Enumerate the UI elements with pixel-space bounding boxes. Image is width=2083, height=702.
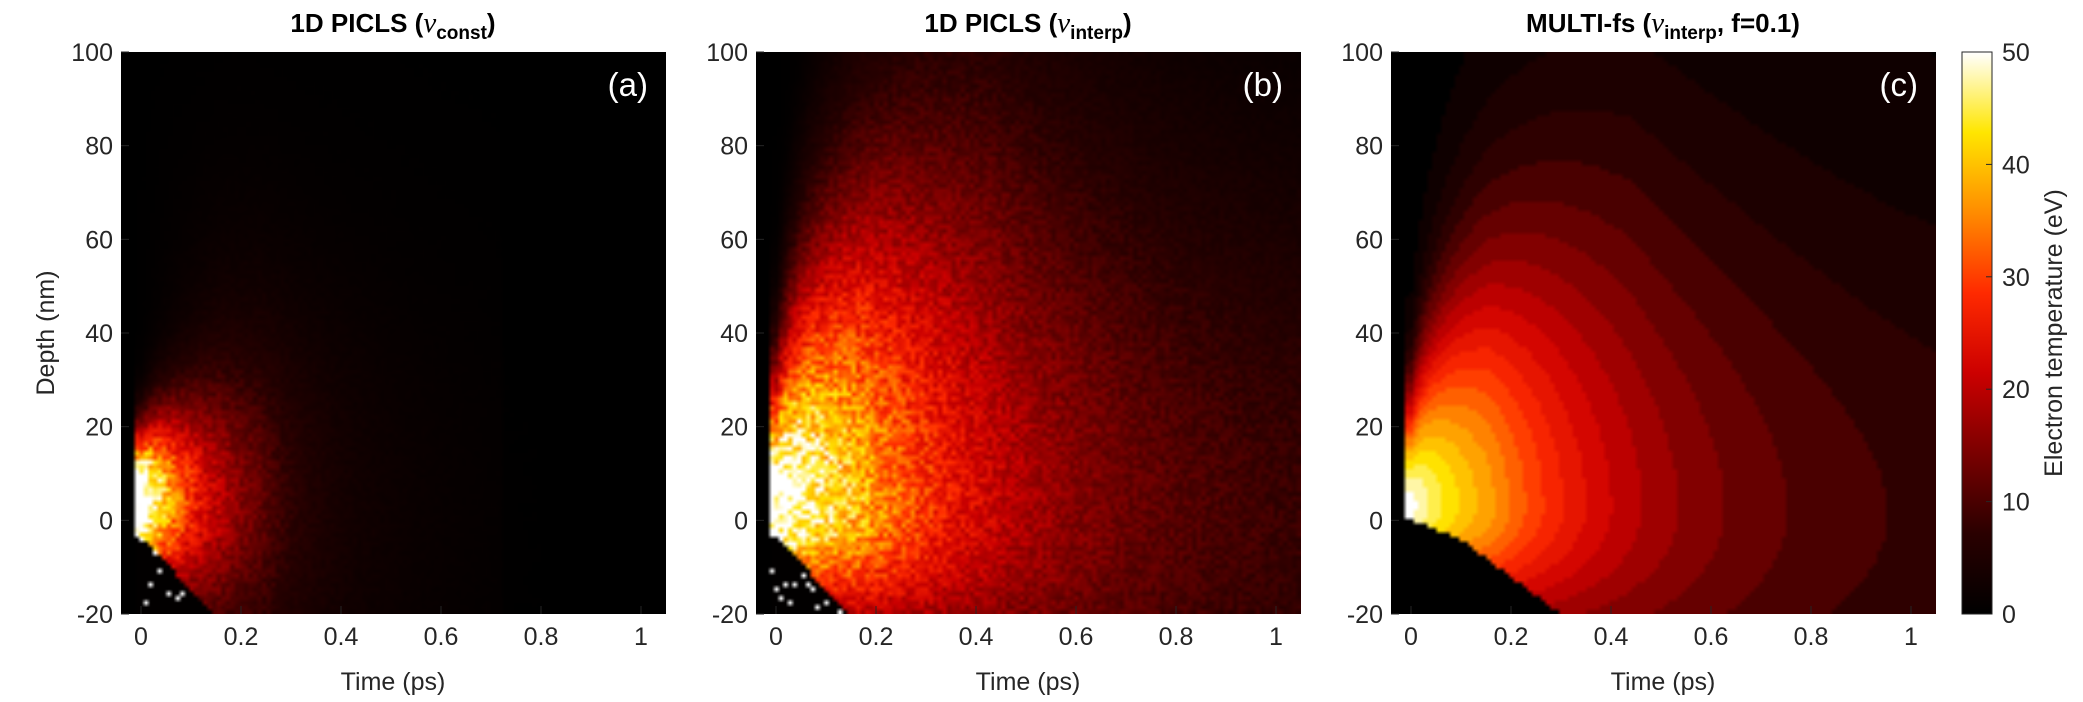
panel-a-label: (a) (608, 66, 648, 103)
x-tick-label: 0.6 (1694, 623, 1729, 651)
y-tick-label: 60 (720, 226, 748, 254)
panel-b-heatmap (756, 52, 1301, 614)
colorbar-label: Electron temperature (eV) (2040, 189, 2068, 477)
panel-a-ylabel: Depth (nm) (32, 270, 60, 395)
y-tick-label: 40 (720, 320, 748, 348)
colorbar-tick-label: 40 (2002, 151, 2030, 179)
x-tick-label: 0 (769, 623, 783, 651)
x-tick-label: 0.4 (1594, 623, 1629, 651)
x-tick-label: 0.4 (324, 623, 359, 651)
panel-a-ticks: 0 0.2 0.4 0.6 0.8 1 -20 0 20 40 60 80 100 (71, 39, 648, 651)
x-tick-label: 0.2 (1494, 623, 1529, 651)
x-tick-label: 0.8 (524, 623, 559, 651)
y-tick-label: 80 (85, 133, 113, 161)
colorbar-bar (1961, 51, 1993, 615)
panel-a: 1D PICLS (νconst) 0 0.2 0.4 0.6 0.8 1 -20 0 20 40… (32, 7, 666, 696)
y-tick-label: 0 (99, 507, 113, 535)
y-tick-label: 40 (1355, 320, 1383, 348)
colorbar-tick-label: 0 (2002, 601, 2016, 629)
x-tick-label: 0.4 (959, 623, 994, 651)
y-tick-label: 40 (85, 320, 113, 348)
panel-a-heatmap (121, 52, 666, 614)
x-tick-label: 0.8 (1794, 623, 1829, 651)
y-tick-label: 60 (1355, 226, 1383, 254)
panel-c: MULTI-fs (νinterp, f=0.1) 0 0.2 0.4 0.6 0.8 1… (1341, 7, 1936, 696)
x-tick-label: 0.8 (1159, 623, 1194, 651)
panel-b-xlabel: Time (ps) (976, 668, 1081, 696)
x-tick-label: 0 (1404, 623, 1418, 651)
y-tick-label: 100 (1341, 39, 1383, 67)
x-tick-label: 0.6 (1059, 623, 1094, 651)
y-tick-label: 80 (720, 133, 748, 161)
panel-b: 1D PICLS (νinterp) 0 0.2 0.4 0.6 0.8 1 -20 0 20 4… (706, 7, 1301, 696)
y-tick-label: 80 (1355, 133, 1383, 161)
colorbar-tick-label: 10 (2002, 489, 2030, 517)
y-tick-label: 20 (1355, 414, 1383, 442)
panel-a-xlabel: Time (ps) (341, 668, 446, 696)
x-tick-label: 0.6 (424, 623, 459, 651)
colorbar-ticks: 0 10 20 30 40 50 (1986, 39, 2030, 629)
y-tick-label: -20 (712, 601, 748, 629)
y-tick-label: 0 (1369, 507, 1383, 535)
y-tick-label: 0 (734, 507, 748, 535)
y-tick-label: 100 (71, 39, 113, 67)
panel-a-title: 1D PICLS (νconst) (290, 7, 495, 44)
panel-c-title: MULTI-fs (νinterp, f=0.1) (1526, 7, 1800, 44)
colorbar-tick-label: 50 (2002, 39, 2030, 67)
y-tick-label: -20 (1347, 601, 1383, 629)
y-tick-label: 20 (85, 414, 113, 442)
colorbar-tick-label: 20 (2002, 376, 2030, 404)
panel-c-xlabel: Time (ps) (1611, 668, 1716, 696)
x-tick-label: 0 (134, 623, 148, 651)
x-tick-label: 1 (1904, 623, 1918, 651)
panel-c-ticks: 0 0.2 0.4 0.6 0.8 1 -20 0 20 40 60 80 100 (1341, 39, 1918, 651)
y-tick-label: 100 (706, 39, 748, 67)
panel-b-ticks: 0 0.2 0.4 0.6 0.8 1 -20 0 20 40 60 80 100 (706, 39, 1283, 651)
x-tick-label: 0.2 (859, 623, 894, 651)
panel-b-label: (b) (1243, 66, 1283, 103)
colorbar: 0 10 20 30 40 50 Electron temperature (eV) (1961, 39, 2068, 629)
y-tick-label: 20 (720, 414, 748, 442)
x-tick-label: 1 (1269, 623, 1283, 651)
colorbar-tick-label: 30 (2002, 264, 2030, 292)
panel-c-heatmap (1391, 52, 1936, 614)
x-tick-label: 1 (634, 623, 648, 651)
y-tick-label: -20 (77, 601, 113, 629)
x-tick-label: 0.2 (224, 623, 259, 651)
y-tick-label: 60 (85, 226, 113, 254)
panel-b-title: 1D PICLS (νinterp) (924, 7, 1131, 44)
panel-c-label: (c) (1880, 66, 1918, 103)
